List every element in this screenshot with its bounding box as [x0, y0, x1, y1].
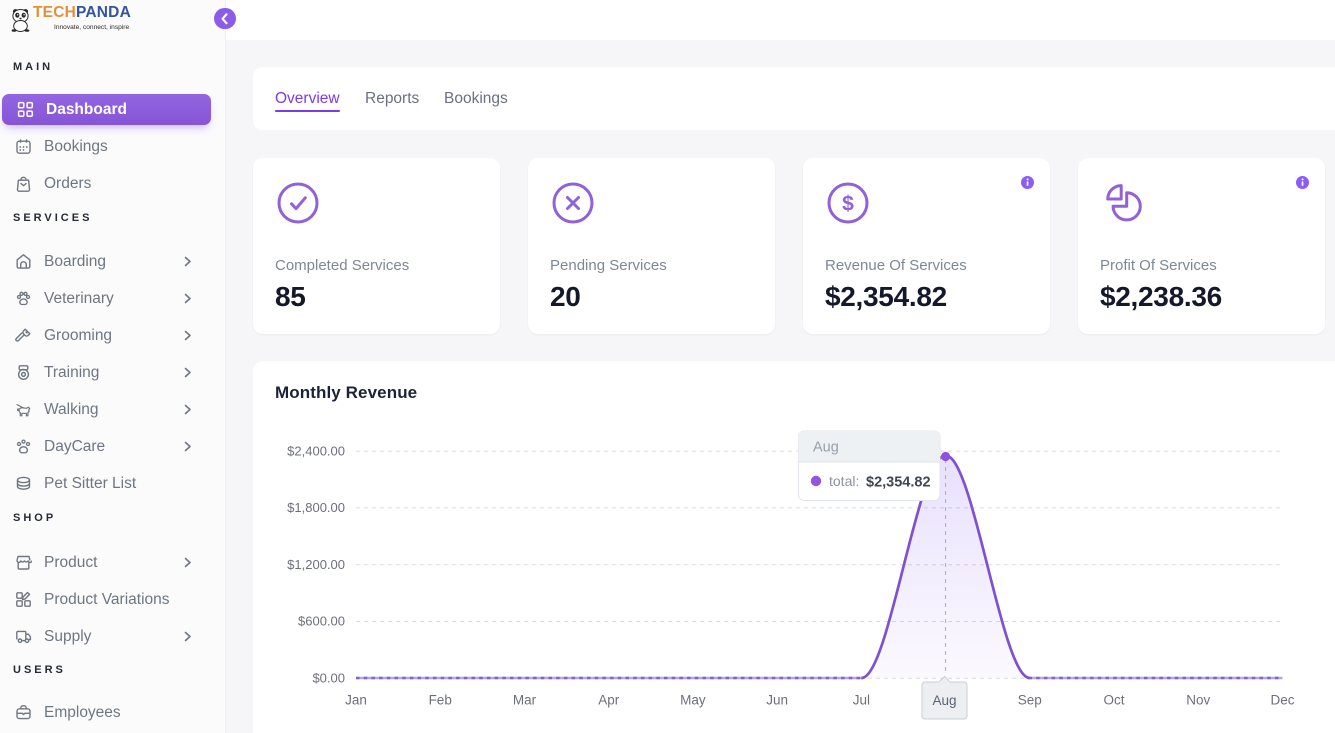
svg-text:$1,200.00: $1,200.00: [287, 557, 345, 572]
svg-text:Jun: Jun: [766, 693, 788, 708]
svg-text:Jul: Jul: [853, 693, 870, 708]
svg-text:Oct: Oct: [1103, 693, 1124, 708]
svg-text:Dec: Dec: [1270, 693, 1294, 708]
svg-text:Jan: Jan: [345, 693, 367, 708]
svg-text:Apr: Apr: [598, 693, 620, 708]
svg-text:Aug: Aug: [813, 440, 839, 456]
svg-text:$: $: [842, 193, 854, 216]
svg-text:Feb: Feb: [429, 693, 452, 708]
svg-text:total:: total:: [829, 473, 859, 489]
svg-text:May: May: [680, 693, 706, 708]
svg-text:Sep: Sep: [1018, 693, 1042, 708]
svg-text:$600.00: $600.00: [298, 614, 345, 629]
svg-text:$2,354.82: $2,354.82: [866, 475, 931, 491]
svg-text:$2,400.00: $2,400.00: [287, 443, 345, 458]
svg-text:Nov: Nov: [1186, 693, 1210, 708]
svg-text:$1,800.00: $1,800.00: [287, 500, 345, 515]
svg-text:Aug: Aug: [932, 693, 956, 708]
svg-text:Mar: Mar: [513, 693, 537, 708]
svg-text:$0.00: $0.00: [312, 671, 345, 686]
